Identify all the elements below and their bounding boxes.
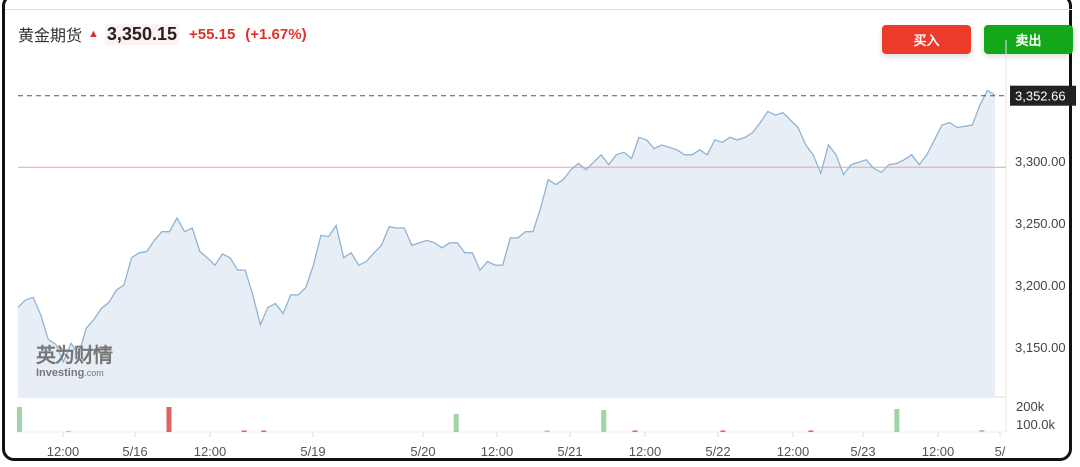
x-tick-label: 5/21 [557,444,582,459]
watermark-cn: 英为财情 [36,343,113,367]
y-tick-label: 3,150.00 [1015,340,1066,355]
volume-bar [808,430,814,432]
watermark-logo: 英为财情 Investing.com [36,343,113,380]
volume-bar [65,431,71,432]
watermark-suffix: .com [84,368,104,378]
instrument-name: 黄金期货 [18,26,83,45]
volume-bar [17,407,22,432]
current-price: 3,350.15 [104,23,179,45]
x-tick-label: 12:00 [194,444,227,459]
last-price-label: 3,352.66 [1015,89,1066,104]
watermark-en: Investing [36,367,85,379]
last-price-tag [1010,85,1076,106]
volume-bar [720,430,726,432]
volume-bar [241,430,247,432]
price-change: +55.15 [188,25,236,43]
x-tick-label: 5/16 [122,444,147,459]
divider [5,9,1072,10]
arrow-up-icon: ▲ [88,28,99,40]
y-tick-label: 3,300.00 [1015,154,1066,169]
volume-bar [979,430,985,432]
volume-bar [894,409,900,432]
y-tick-label: 3,250.00 [1015,216,1066,231]
price-line [17,89,996,364]
sell-button[interactable]: 卖出 [984,25,1073,54]
price-area [18,90,995,398]
x-tick-label: 12:00 [777,444,810,459]
x-tick-label: 5/19 [300,444,325,459]
x-tick-label: 12:00 [922,444,955,459]
x-tick-label: 5/22 [705,444,730,459]
volume-tick-label: 200k [1016,399,1045,414]
volume-tick-label: 100.0k [1016,417,1056,432]
quote-header: 黄金期货 ▲ 3,350.15 +55.15 (+1.67%) [18,22,307,46]
volume-bar [261,430,267,432]
volume-bar [453,414,459,432]
y-tick-label: 3,200.00 [1015,278,1066,293]
volume-bar [632,430,638,432]
volume-bar [601,410,607,432]
x-tick-label: 5/ [995,444,1006,459]
x-tick-label: 12:00 [629,444,662,459]
x-tick-label: 5/23 [850,444,875,459]
buy-button[interactable]: 买入 [882,25,971,54]
volume-bar [166,407,172,432]
price-change-pct: (+1.67%) [245,25,307,43]
x-tick-label: 5/20 [410,444,435,459]
volume-bar [544,430,550,432]
x-tick-label: 12:00 [481,444,514,459]
x-tick-label: 12:00 [47,444,80,459]
